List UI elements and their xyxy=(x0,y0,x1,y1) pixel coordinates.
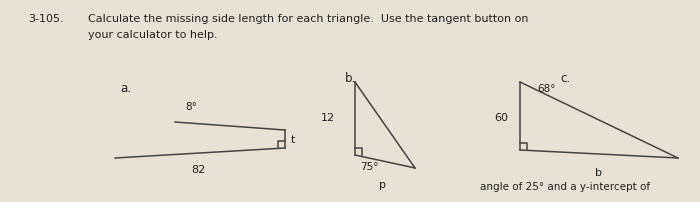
Text: 75°: 75° xyxy=(360,162,379,172)
Text: t: t xyxy=(291,135,295,145)
Text: 68°: 68° xyxy=(537,84,556,94)
Text: a.: a. xyxy=(120,82,131,95)
Text: 12: 12 xyxy=(321,113,335,123)
Text: your calculator to help.: your calculator to help. xyxy=(88,30,218,40)
Text: 60: 60 xyxy=(494,113,508,123)
Text: 8°: 8° xyxy=(185,102,197,112)
Text: b.: b. xyxy=(345,72,356,85)
Text: 82: 82 xyxy=(191,165,205,175)
Text: c.: c. xyxy=(560,72,570,85)
Text: 3-105.: 3-105. xyxy=(28,14,64,24)
Text: b: b xyxy=(594,168,601,178)
Text: Calculate the missing side length for each triangle.  Use the tangent button on: Calculate the missing side length for ea… xyxy=(88,14,528,24)
Text: angle of 25° and a y-intercept of: angle of 25° and a y-intercept of xyxy=(480,182,650,192)
Text: p: p xyxy=(379,180,386,190)
